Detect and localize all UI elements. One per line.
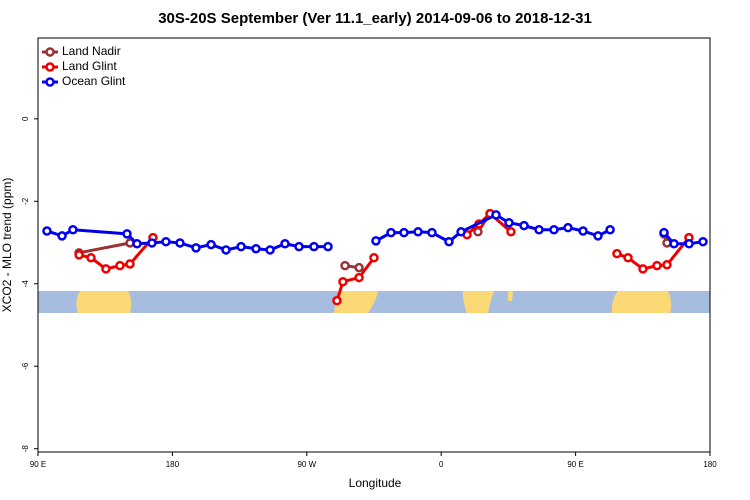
point: [68, 224, 78, 235]
point: [684, 239, 694, 249]
x-tick-label: 0: [439, 460, 444, 469]
point: [86, 253, 96, 263]
x-axis-label: Longitude: [349, 476, 402, 490]
point: [332, 295, 342, 306]
y-axis-label: XCO2 - MLO trend (ppm): [0, 178, 14, 313]
point: [236, 241, 246, 252]
point: [413, 227, 423, 237]
point: [206, 239, 216, 250]
point: [132, 239, 142, 249]
point: [74, 250, 84, 260]
point: [578, 226, 588, 236]
point: [427, 227, 437, 238]
point: [115, 260, 125, 271]
point: [175, 238, 185, 248]
point: [125, 259, 135, 269]
point: [659, 227, 669, 238]
point: [294, 241, 304, 252]
legend-marker: [45, 47, 55, 57]
point: [338, 276, 348, 287]
point: [265, 245, 275, 255]
point: [191, 243, 201, 253]
point: [605, 224, 615, 235]
point: [623, 253, 633, 263]
x-tick-label: 90 E: [30, 460, 46, 469]
point: [549, 224, 559, 235]
y-tick-label: -2: [21, 197, 30, 205]
point: [354, 262, 364, 273]
point: [593, 231, 603, 241]
point: [662, 260, 672, 270]
x-tick-label: 90 W: [297, 460, 316, 469]
point: [563, 222, 573, 233]
point: [534, 224, 544, 235]
point: [371, 236, 381, 246]
x-tick-label: 180: [703, 460, 717, 469]
point: [323, 241, 333, 252]
point: [354, 272, 364, 283]
y-tick-label: -6: [21, 362, 30, 370]
legend-marker: [45, 62, 55, 72]
point: [369, 253, 379, 263]
point: [399, 227, 409, 238]
legend-marker: [45, 77, 55, 87]
point: [57, 231, 67, 241]
legend-label: Ocean Glint: [62, 74, 126, 88]
series-line: [78, 212, 669, 270]
point: [506, 227, 516, 237]
legend-label: Land Nadir: [62, 44, 121, 58]
point: [251, 243, 261, 254]
x-tick-label: 90 E: [567, 460, 583, 469]
point: [161, 236, 171, 247]
point: [122, 229, 132, 239]
point: [612, 248, 622, 259]
point: [309, 241, 319, 252]
legend-label: Land Glint: [62, 59, 117, 73]
point: [491, 210, 501, 220]
y-tick-label: -4: [21, 280, 30, 288]
point: [519, 220, 529, 231]
point: [386, 227, 396, 238]
point: [456, 227, 466, 237]
chart-title: 30S-20S September (Ver 11.1_early) 2014-…: [158, 10, 592, 27]
point: [652, 260, 662, 271]
point: [221, 245, 231, 255]
y-tick-label: 0: [21, 116, 30, 121]
surface-strip: [38, 291, 710, 313]
point: [669, 239, 679, 249]
plot-frame: [37, 37, 711, 453]
y-tick-label: -8: [21, 445, 30, 453]
point: [101, 264, 111, 274]
point: [42, 226, 52, 236]
point: [473, 227, 483, 237]
x-tick-label: 180: [166, 460, 180, 469]
point: [504, 217, 514, 228]
point: [280, 239, 290, 249]
point: [698, 236, 708, 247]
point: [638, 264, 648, 274]
series-line: [78, 211, 691, 302]
point: [444, 236, 454, 247]
point: [147, 238, 157, 248]
point: [340, 260, 350, 271]
